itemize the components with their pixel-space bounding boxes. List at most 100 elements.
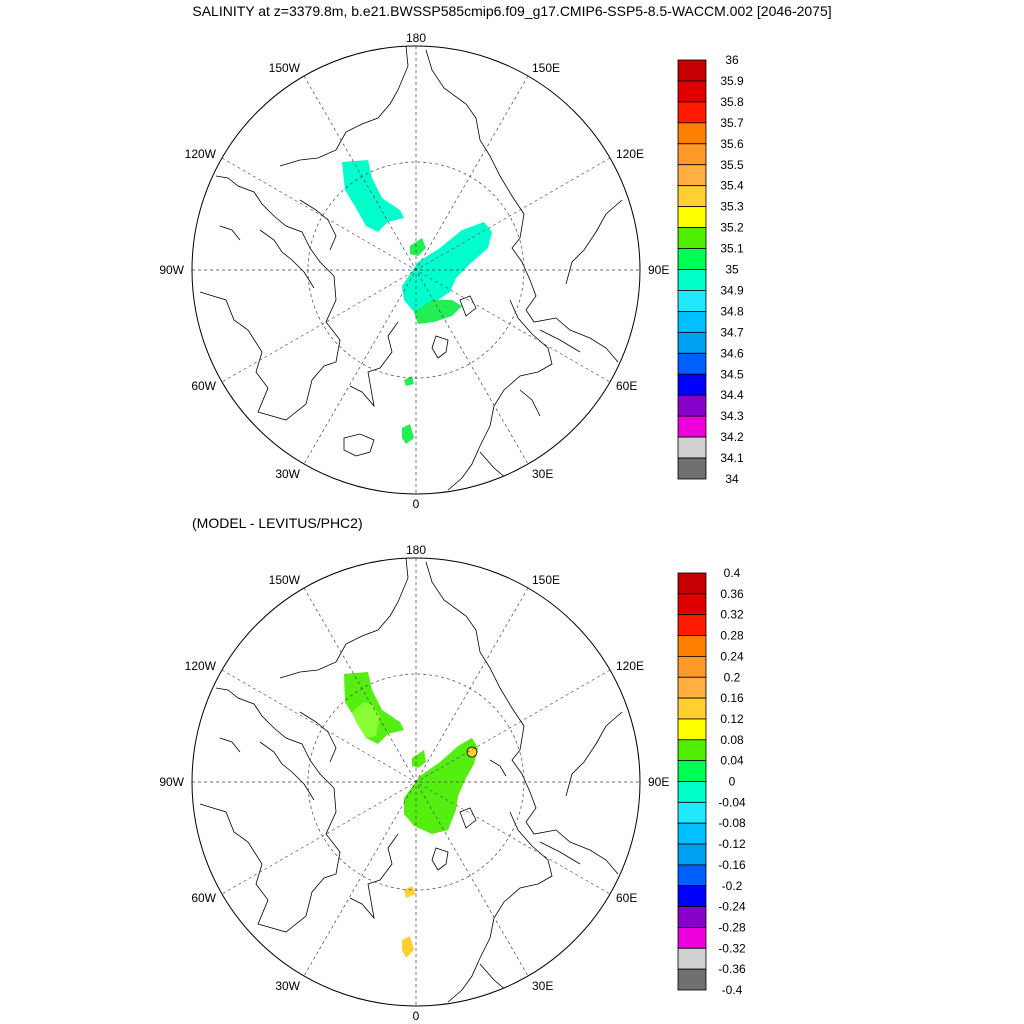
difference-colorbar-tick-label: 0.36	[720, 587, 744, 601]
top-lon-label-90e: 90E	[648, 263, 669, 277]
salinity-colorbar-swatch	[677, 122, 707, 145]
salinity-colorbar-swatch	[677, 373, 707, 396]
salinity-fill-green-north	[410, 238, 426, 256]
bottom-coastlines	[199, 558, 623, 1003]
difference-colorbar-tick-label: -0.4	[722, 983, 743, 997]
difference-colorbar-swatch	[677, 968, 707, 991]
difference-colorbar-swatch	[677, 781, 707, 803]
top-lon-label-0: 0	[413, 497, 420, 511]
salinity-colorbar-tick-label: 34.1	[720, 451, 744, 465]
salinity-colorbar-swatch	[677, 352, 707, 375]
difference-colorbar-tick-label: 0.4	[724, 566, 741, 580]
diff-fill-eurasian-basin	[404, 738, 478, 834]
difference-colorbar-tick-label: -0.28	[718, 920, 746, 934]
salinity-fill-eurasian-basin	[402, 222, 492, 312]
difference-colorbar-swatch	[677, 801, 707, 824]
salinity-colorbar-tick-label: 34.6	[720, 346, 744, 360]
bottom-lon-label-120e: 120E	[616, 659, 644, 673]
salinity-colorbar-swatch	[677, 59, 707, 82]
salinity-colorbar-tick-label: 35.1	[720, 242, 744, 256]
salinity-colorbar-swatch	[677, 248, 707, 270]
bottom-lon-label-30w: 30W	[275, 979, 300, 993]
bottom-lon-label-150w: 150W	[269, 573, 301, 587]
salinity-colorbar-tick-label: 35.9	[720, 74, 744, 88]
salinity-colorbar-tick-label: 35.4	[720, 179, 744, 193]
difference-colorbar-tick-label: 0.16	[720, 691, 744, 705]
salinity-colorbar-tick-label: 34.5	[720, 367, 744, 381]
top-coastlines	[199, 46, 623, 491]
difference-colorbar-tick-label: -0.08	[718, 816, 746, 830]
bottom-lon-label-0: 0	[413, 1009, 420, 1023]
top-lon-label-120w: 120W	[185, 147, 217, 161]
difference-colorbar-swatch	[677, 927, 707, 949]
salinity-colorbar-swatch	[677, 227, 707, 249]
bottom-lon-label-180: 180	[406, 543, 426, 557]
salinity-colorbar-swatch	[677, 206, 707, 228]
top-lon-label-150e: 150E	[532, 61, 560, 75]
top-lon-label-30e: 30E	[532, 467, 553, 481]
difference-colorbar-tick-label: -0.16	[718, 858, 746, 872]
top-map-content	[192, 46, 640, 494]
bottom-lon-label-150e: 150E	[532, 573, 560, 587]
salinity-colorbar-tick-label: 35.5	[720, 158, 744, 172]
salinity-colorbar-tick-label: 35.3	[720, 200, 744, 214]
salinity-colorbar-swatch	[677, 164, 707, 187]
salinity-colorbar-tick-label: 35	[725, 263, 739, 277]
diff-fill-small-2	[402, 936, 414, 958]
difference-colorbar-tick-label: 0.08	[720, 733, 744, 747]
salinity-colorbar-tick-label: 36	[725, 53, 739, 67]
difference-colorbar-swatch	[677, 697, 707, 720]
difference-colorbar-tick-label: -0.32	[718, 941, 746, 955]
difference-colorbar-swatch	[677, 593, 707, 616]
top-graticule	[192, 46, 640, 494]
bottom-map-content	[192, 558, 640, 1006]
difference-colorbar-swatch	[677, 718, 707, 741]
bottom-map-border	[191, 557, 641, 1007]
bottom-graticule	[192, 558, 640, 1006]
top-lon-label-60e: 60E	[616, 379, 637, 393]
bottom-lon-label-60e: 60E	[616, 891, 637, 905]
salinity-colorbar-swatch	[677, 143, 707, 166]
difference-colorbar-swatch	[677, 656, 707, 678]
difference-colorbar-tick-label: 0.04	[720, 754, 744, 768]
salinity-polar-map: 180 0 90W 90E 150W 120W 150E 120E 60W 30…	[159, 31, 669, 511]
difference-colorbar-swatch	[677, 760, 707, 782]
salinity-colorbar-tick-label: 34.2	[720, 430, 744, 444]
salinity-colorbar-tick-label: 35.2	[720, 221, 744, 235]
difference-colorbar: 0.4 0.36 0.32 0.28 0.24 0.2 0.16 0.12 0.08 0.04 0 -…	[677, 566, 746, 997]
salinity-colorbar-tick-label: 35.8	[720, 95, 744, 109]
difference-colorbar-tick-label: -0.12	[718, 837, 746, 851]
diff-fill-beaufort-light	[352, 702, 380, 738]
difference-colorbar-tick-label: 0.12	[720, 712, 744, 726]
difference-colorbar-tick-label: -0.24	[718, 900, 746, 914]
figure-title: SALINITY at z=3379.8m, b.e21.BWSSP585cmi…	[192, 3, 832, 19]
difference-colorbar-swatch	[677, 947, 707, 970]
difference-colorbar-swatch	[677, 906, 707, 928]
salinity-fill-small-2	[402, 424, 414, 444]
bottom-lon-label-60w: 60W	[191, 891, 216, 905]
bottom-lon-label-30e: 30E	[532, 979, 553, 993]
salinity-colorbar-tick-label: 35.7	[720, 116, 744, 130]
top-lon-label-120e: 120E	[616, 147, 644, 161]
bottom-lon-label-90w: 90W	[159, 775, 184, 789]
salinity-colorbar-swatch	[677, 394, 707, 417]
difference-colorbar-swatch	[677, 635, 707, 657]
difference-subtitle: (MODEL - LEVITUS/PHC2)	[192, 515, 363, 531]
top-lon-label-180: 180	[406, 31, 426, 45]
top-lon-label-60w: 60W	[191, 379, 216, 393]
difference-colorbar-swatch	[677, 676, 707, 699]
difference-colorbar-tick-label: 0.28	[720, 629, 744, 643]
difference-colorbar-swatch	[677, 864, 707, 887]
bottom-lon-label-90e: 90E	[648, 775, 669, 789]
salinity-colorbar-swatch	[677, 457, 707, 480]
difference-colorbar-swatch	[677, 739, 707, 762]
top-lon-label-30w: 30W	[275, 467, 300, 481]
diff-fill-north-small	[412, 750, 426, 768]
difference-colorbar-tick-label: -0.04	[718, 795, 746, 809]
difference-colorbar-tick-label: -0.2	[722, 879, 743, 893]
bottom-lon-label-120w: 120W	[185, 659, 217, 673]
difference-colorbar-tick-label: 0.2	[724, 670, 741, 684]
salinity-colorbar-swatch	[677, 290, 707, 312]
top-lon-label-90w: 90W	[159, 263, 184, 277]
